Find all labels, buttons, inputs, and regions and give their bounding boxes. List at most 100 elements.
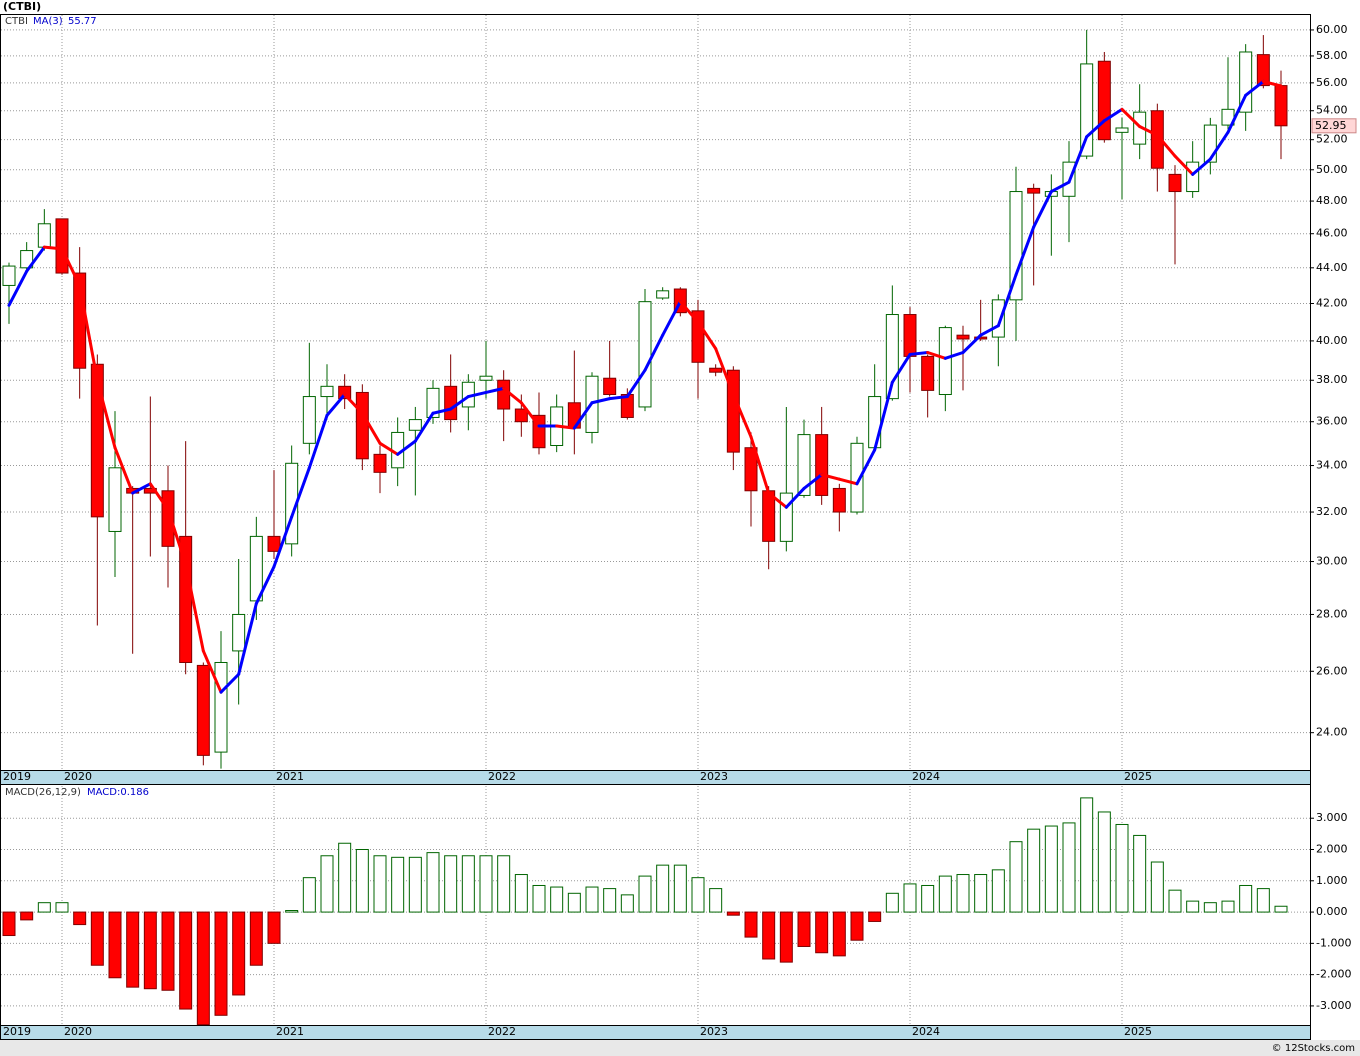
macd-bar xyxy=(567,892,581,913)
macd-bar xyxy=(2,911,16,937)
macd-bar xyxy=(850,911,864,941)
candle-body xyxy=(868,396,882,449)
ma-segment xyxy=(731,393,753,439)
ma-segment xyxy=(184,562,205,653)
candle-body xyxy=(497,379,511,410)
ma-segment xyxy=(1191,157,1212,176)
macd-bar xyxy=(426,852,440,913)
y-tick-label: -3.000 xyxy=(1316,999,1351,1012)
candle-body xyxy=(37,223,51,248)
x-tick-label: 2025 xyxy=(1124,770,1152,783)
macd-bar xyxy=(903,883,917,913)
candle-body xyxy=(1168,173,1182,193)
macd-bar xyxy=(691,877,705,913)
ma-segment xyxy=(95,378,117,450)
y-tick-label: 26.00 xyxy=(1316,664,1348,677)
ma-segment xyxy=(873,380,894,452)
ma-segment xyxy=(625,368,647,399)
ma-segment xyxy=(131,482,152,495)
macd-bar xyxy=(550,886,564,913)
x-tick-label: 2019 xyxy=(3,770,31,783)
ma-segment xyxy=(661,300,682,337)
macd-bar xyxy=(338,842,352,913)
legend-ma-value: 55.77 xyxy=(68,16,97,27)
candle-body xyxy=(302,396,316,444)
ma-segment xyxy=(837,477,859,486)
ma-segment xyxy=(979,324,1000,337)
candle-body xyxy=(1009,191,1023,301)
macd-bar xyxy=(196,911,210,1026)
y-tick-label: 28.00 xyxy=(1316,607,1348,620)
macd-bar xyxy=(126,911,140,988)
candle-body xyxy=(938,327,952,396)
macd-bar xyxy=(179,911,193,1010)
macd-bar xyxy=(1062,822,1076,913)
macd-bar xyxy=(1133,834,1147,913)
macd-bar xyxy=(249,911,263,966)
candle-body xyxy=(850,442,864,513)
ma-segment xyxy=(201,649,223,694)
y-tick-label: 1.000 xyxy=(1316,874,1348,887)
ma-segment xyxy=(237,602,258,676)
candle-body xyxy=(832,487,846,513)
ma-segment xyxy=(1067,135,1089,184)
y-tick-label: 24.00 xyxy=(1316,726,1348,739)
x-tick-label: 2019 xyxy=(3,1025,31,1038)
y-tick-label: 48.00 xyxy=(1316,194,1348,207)
ma-segment xyxy=(42,245,64,251)
macd-bar xyxy=(832,911,846,957)
candle-body xyxy=(514,408,528,423)
y-tick-label: 34.00 xyxy=(1316,459,1348,472)
ma-segment xyxy=(148,482,170,512)
macd-bar xyxy=(1239,884,1253,913)
macd-bar xyxy=(73,911,87,926)
macd-bar xyxy=(143,911,157,990)
ma-segment xyxy=(519,401,541,428)
macd-bar xyxy=(673,864,687,913)
macd-bar xyxy=(603,888,617,913)
x-tick-label: 2020 xyxy=(64,770,92,783)
y-tick-label: 54.00 xyxy=(1316,104,1348,117)
date-strip xyxy=(0,770,1311,785)
macd-bar xyxy=(302,877,316,913)
ma-segment xyxy=(290,466,311,519)
ma-segment xyxy=(1032,190,1053,229)
candle-body xyxy=(55,218,69,274)
candle-body xyxy=(903,314,917,357)
date-strip xyxy=(0,1025,1311,1040)
ma-segment xyxy=(1138,125,1159,137)
macd-bar xyxy=(391,856,405,913)
macd-bar xyxy=(585,886,599,913)
ma-segment xyxy=(78,283,99,382)
ma-segment xyxy=(166,508,188,566)
x-tick-label: 2021 xyxy=(276,770,304,783)
candle-body xyxy=(426,387,440,418)
y-tick-label: 0.000 xyxy=(1316,905,1348,918)
x-tick-label: 2025 xyxy=(1124,1025,1152,1038)
y-tick-label: 38.00 xyxy=(1316,373,1348,386)
ma-segment xyxy=(219,672,241,694)
x-tick-label: 2022 xyxy=(488,770,516,783)
ma-segment xyxy=(1014,225,1036,277)
macd-bar xyxy=(55,902,69,913)
ma-segment xyxy=(855,448,877,486)
ma-segment xyxy=(1155,133,1177,158)
ma-segment xyxy=(908,350,930,356)
ma-segment xyxy=(325,393,347,417)
legend-macd: MACD(26,12,9) xyxy=(5,787,81,798)
ma-segment xyxy=(802,473,824,490)
candle-body xyxy=(90,363,104,518)
candle-body xyxy=(355,391,369,460)
macd-bar xyxy=(1186,900,1200,913)
candle-body xyxy=(108,467,122,532)
ma-segment xyxy=(25,245,46,273)
ma-segment xyxy=(7,269,29,307)
macd-bar xyxy=(1115,823,1129,913)
macd-bar xyxy=(620,894,634,913)
candle-body xyxy=(797,434,811,496)
candle-body xyxy=(196,664,210,756)
y-tick-label: 36.00 xyxy=(1316,415,1348,428)
candle-body xyxy=(709,367,723,373)
macd-bar xyxy=(161,911,175,991)
candle-body xyxy=(232,613,246,652)
